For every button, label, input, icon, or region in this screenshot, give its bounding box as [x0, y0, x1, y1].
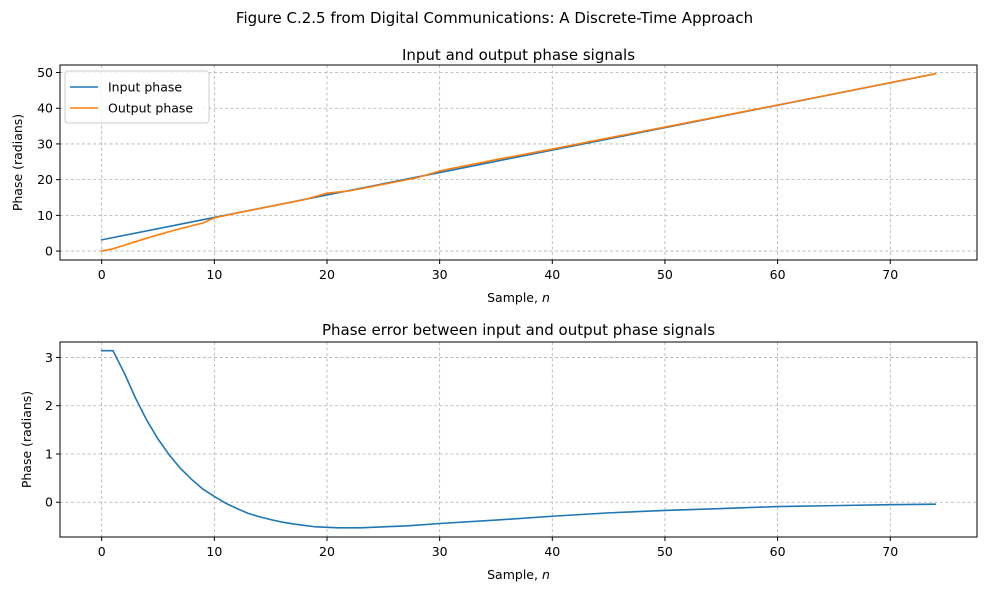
plot-frame [59, 341, 978, 538]
y-tick-label: 0 [45, 495, 53, 510]
series-lines [100, 72, 937, 253]
x-tick-label: 0 [98, 267, 106, 282]
figure-title: Figure C.2.5 from Digital Communications… [236, 9, 753, 27]
x-tick-label: 40 [544, 544, 560, 559]
x-tick-label: 10 [206, 544, 222, 559]
y-tick-label: 50 [37, 65, 53, 80]
x-tick-label: 30 [432, 267, 448, 282]
x-tick-label: 10 [206, 267, 222, 282]
y-tick-label: 3 [45, 350, 53, 365]
chart-phase-error: Phase error between input and output pha… [19, 321, 978, 582]
legend: Input phase Output phase [64, 70, 210, 124]
y-tick-label: 2 [45, 398, 53, 413]
y-tick-label: 20 [37, 172, 53, 187]
y-tick-label: 1 [45, 446, 53, 461]
chart-title: Input and output phase signals [402, 46, 635, 64]
y-tick-label: 30 [37, 136, 53, 151]
x-tick-label: 70 [882, 267, 898, 282]
y-axis-label: Phase (radians) [10, 114, 25, 211]
plot-frame [59, 64, 978, 261]
x-axis-label: Sample, n [487, 290, 550, 305]
x-tick-label: 20 [319, 267, 335, 282]
y-tick-label: 10 [37, 208, 53, 223]
x-tick-label: 60 [770, 267, 786, 282]
legend-box [64, 70, 210, 124]
chart-title: Phase error between input and output pha… [322, 321, 715, 339]
x-tick-label: 60 [770, 544, 786, 559]
series-lines [100, 349, 937, 529]
grid [60, 65, 977, 260]
x-tick-label: 30 [432, 544, 448, 559]
x-tick-label: 70 [882, 544, 898, 559]
y-tick-label: 0 [45, 244, 53, 259]
chart-input-output-phase: Input and output phase signals 0 10 20 30 40… [10, 46, 978, 305]
legend-label-input: Input phase [108, 80, 182, 95]
x-tick-label: 50 [657, 544, 673, 559]
ticks: 0 10 20 30 40 50 60 70 0 1 2 3 [45, 350, 898, 559]
x-axis-label: Sample, n [487, 567, 550, 582]
x-tick-label: 50 [657, 267, 673, 282]
legend-label-output: Output phase [108, 101, 193, 116]
ticks: 0 10 20 30 40 50 60 70 0 10 20 30 40 50 [37, 65, 898, 282]
x-tick-label: 40 [544, 267, 560, 282]
grid [60, 342, 977, 537]
y-tick-label: 40 [37, 101, 53, 116]
series-line-primary [100, 349, 937, 529]
y-axis-label: Phase (radians) [19, 391, 34, 488]
x-tick-label: 20 [319, 544, 335, 559]
x-tick-label: 0 [98, 544, 106, 559]
series-line-secondary [100, 72, 937, 253]
